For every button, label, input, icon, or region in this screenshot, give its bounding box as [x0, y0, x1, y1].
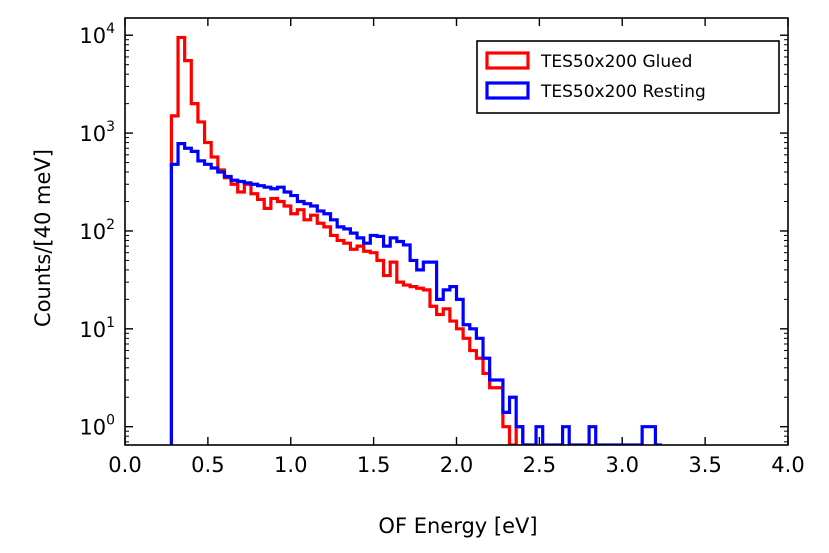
x-tick-label: 0.0 [108, 453, 141, 477]
y-tick-label: 102 [79, 217, 115, 244]
axes-layer: 0.0 0.5 1.0 1.5 2.0 2.5 3.0 3.5 4.0 100 101 102 103 1… [79, 18, 805, 477]
legend: TES50x200 Glued TES50x200 Resting [476, 40, 780, 114]
y-tick-label: 100 [79, 413, 115, 440]
x-tick-label: 3.5 [688, 453, 721, 477]
histogram-series-2 [169, 142, 663, 445]
legend-swatch [485, 81, 530, 100]
x-tick-label: 1.5 [357, 453, 390, 477]
y-tick-label: 103 [79, 119, 115, 146]
y-tick-label: 101 [79, 315, 115, 342]
histogram-series-1 [169, 35, 530, 445]
x-tick-label: 4.0 [771, 453, 804, 477]
x-tick-label: 1.0 [274, 453, 307, 477]
x-axis-title: OF Energy [eV] [378, 514, 537, 538]
x-tick-label: 2.5 [523, 453, 556, 477]
legend-label: TES50x200 Glued [540, 52, 692, 72]
x-tick-label: 0.5 [191, 453, 224, 477]
x-tick-label: 3.0 [606, 453, 639, 477]
x-tick-label: 2.0 [440, 453, 473, 477]
legend-label: TES50x200 Resting [540, 82, 706, 102]
plot-layer [169, 35, 663, 445]
legend-swatch [485, 51, 530, 70]
y-tick-label: 104 [79, 21, 115, 48]
y-axis-title: Counts/[40 meV] [31, 149, 55, 327]
